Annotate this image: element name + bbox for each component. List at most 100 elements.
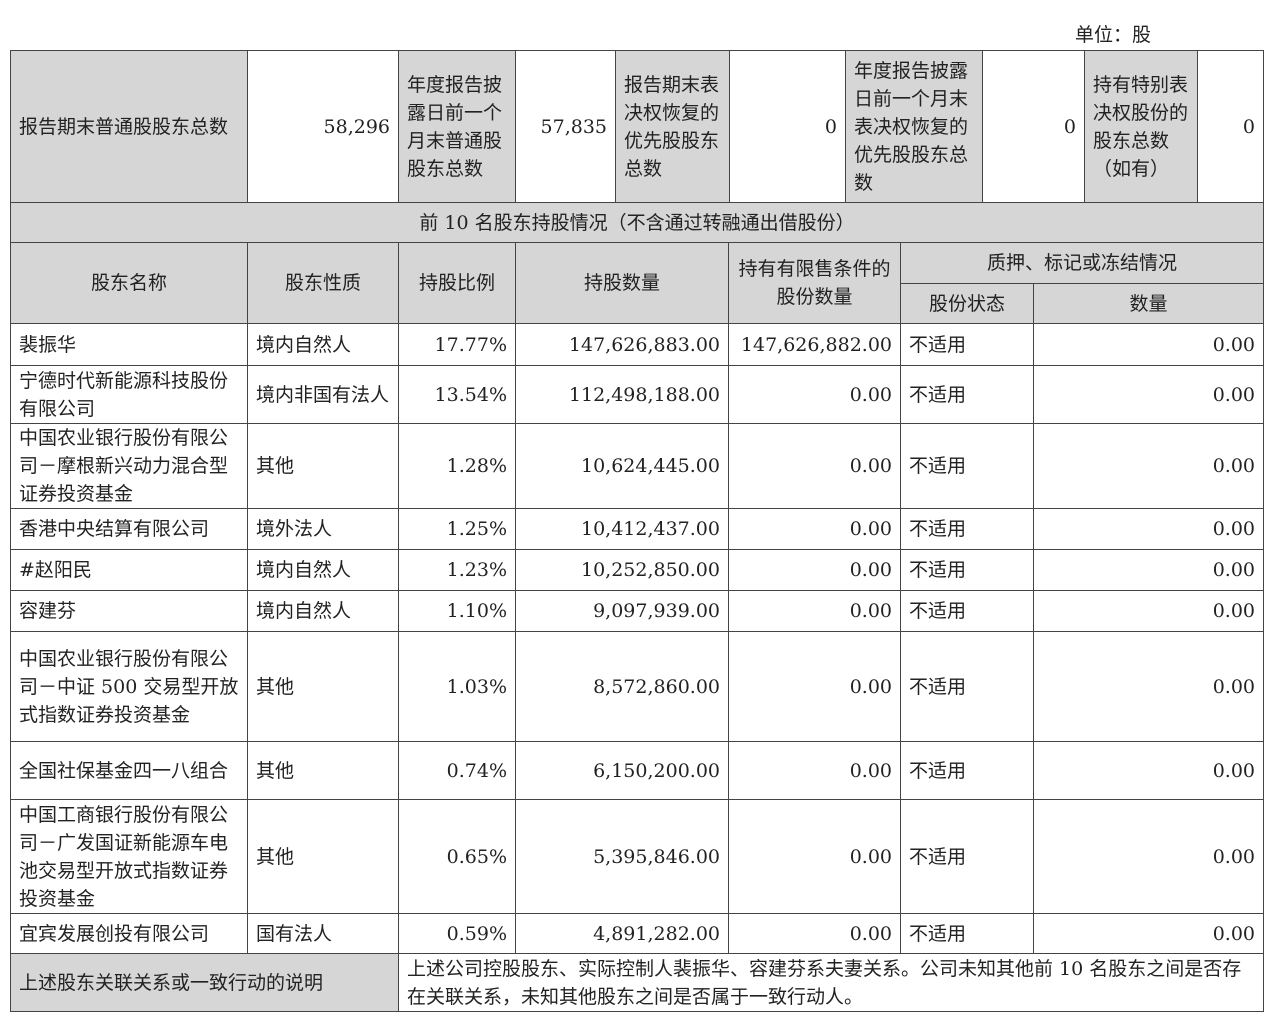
shareholder-nature: 其他 <box>247 799 399 914</box>
restricted-shares: 0.00 <box>728 631 901 742</box>
table-row: 中国农业银行股份有限公司－中证 500 交易型开放式指数证券投资基金 其他 1.03… <box>10 631 1264 742</box>
holding-ratio: 1.28% <box>398 423 516 509</box>
header-shares: 持股数量 <box>515 242 729 324</box>
shares-held: 4,891,282.00 <box>515 913 729 954</box>
pledge-quantity: 0.00 <box>1033 549 1264 591</box>
summary-label: 年度报告披露日前一个月末普通股股东总数 <box>398 50 516 203</box>
pledge-status: 不适用 <box>900 631 1034 742</box>
pledge-status: 不适用 <box>900 323 1034 366</box>
unit-label: 单位：股 <box>1075 24 1152 46</box>
restricted-shares: 0.00 <box>728 423 901 509</box>
note-label: 上述股东关联关系或一致行动的说明 <box>10 953 399 1012</box>
holding-ratio: 0.74% <box>398 741 516 800</box>
summary-label: 报告期末普通股股东总数 <box>10 50 248 203</box>
pledge-status: 不适用 <box>900 741 1034 800</box>
header-restricted: 持有有限售条件的股份数量 <box>728 242 901 324</box>
pledge-status: 不适用 <box>900 549 1034 591</box>
pledge-quantity: 0.00 <box>1033 913 1264 954</box>
restricted-shares: 147,626,882.00 <box>728 323 901 366</box>
shareholder-nature: 国有法人 <box>247 913 399 954</box>
summary-label: 年度报告披露日前一个月末表决权恢复的优先股股东总数 <box>845 50 983 203</box>
shareholder-name: #赵阳民 <box>10 549 248 591</box>
table-row: 宁德时代新能源科技股份有限公司 境内非国有法人 13.54% 112,498,188.… <box>10 365 1264 424</box>
pledge-status: 不适用 <box>900 913 1034 954</box>
shareholder-name: 中国农业银行股份有限公司－中证 500 交易型开放式指数证券投资基金 <box>10 631 248 742</box>
header-ratio: 持股比例 <box>398 242 516 324</box>
shares-held: 10,252,850.00 <box>515 549 729 591</box>
holding-ratio: 1.23% <box>398 549 516 591</box>
restricted-shares: 0.00 <box>728 799 901 914</box>
shareholder-nature: 其他 <box>247 631 399 742</box>
pledge-quantity: 0.00 <box>1033 631 1264 742</box>
shareholder-name: 中国工商银行股份有限公司－广发国证新能源车电池交易型开放式指数证券投资基金 <box>10 799 248 914</box>
restricted-shares: 0.00 <box>728 741 901 800</box>
summary-value: 0 <box>982 50 1085 203</box>
summary-value: 0 <box>1197 50 1264 203</box>
holding-ratio: 1.03% <box>398 631 516 742</box>
header-pledge-status: 股份状态 <box>900 283 1034 324</box>
top10-shareholders-table: 前 10 名股东持股情况（不含通过转融通出借股份） 股东名称 股东性质 持股比例… <box>10 202 1264 1012</box>
table-row: 容建芬 境内自然人 1.10% 9,097,939.00 0.00 不适用 0.00 <box>10 590 1264 632</box>
shareholder-nature: 境内自然人 <box>247 549 399 591</box>
pledge-quantity: 0.00 <box>1033 741 1264 800</box>
pledge-quantity: 0.00 <box>1033 423 1264 509</box>
holding-ratio: 0.65% <box>398 799 516 914</box>
shares-held: 8,572,860.00 <box>515 631 729 742</box>
pledge-quantity: 0.00 <box>1033 590 1264 632</box>
shareholder-name: 裴振华 <box>10 323 248 366</box>
pledge-quantity: 0.00 <box>1033 323 1264 366</box>
table-row: 中国农业银行股份有限公司－摩根新兴动力混合型证券投资基金 其他 1.28% 10,62… <box>10 423 1264 509</box>
shares-held: 147,626,883.00 <box>515 323 729 366</box>
shareholder-name: 香港中央结算有限公司 <box>10 508 248 550</box>
table-row: 中国工商银行股份有限公司－广发国证新能源车电池交易型开放式指数证券投资基金 其他 0… <box>10 799 1264 914</box>
summary-value: 0 <box>729 50 846 203</box>
summary-label: 持有特别表决权股份的股东总数（如有） <box>1084 50 1198 203</box>
pledge-status: 不适用 <box>900 799 1034 914</box>
shares-held: 10,412,437.00 <box>515 508 729 550</box>
shareholder-nature: 境内非国有法人 <box>247 365 399 424</box>
restricted-shares: 0.00 <box>728 913 901 954</box>
header-pledge-group: 质押、标记或冻结情况 <box>900 242 1264 284</box>
pledge-status: 不适用 <box>900 365 1034 424</box>
shareholder-nature: 境内自然人 <box>247 590 399 632</box>
shareholder-nature: 境外法人 <box>247 508 399 550</box>
shareholder-name: 中国农业银行股份有限公司－摩根新兴动力混合型证券投资基金 <box>10 423 248 509</box>
table-row: 全国社保基金四一八组合 其他 0.74% 6,150,200.00 0.00 不适用 0.0… <box>10 741 1264 800</box>
restricted-shares: 0.00 <box>728 549 901 591</box>
restricted-shares: 0.00 <box>728 365 901 424</box>
pledge-status: 不适用 <box>900 423 1034 509</box>
header-nature: 股东性质 <box>247 242 399 324</box>
header-name: 股东名称 <box>10 242 248 324</box>
restricted-shares: 0.00 <box>728 590 901 632</box>
pledge-quantity: 0.00 <box>1033 799 1264 914</box>
shareholder-name: 宁德时代新能源科技股份有限公司 <box>10 365 248 424</box>
restricted-shares: 0.00 <box>728 508 901 550</box>
shareholder-nature: 境内自然人 <box>247 323 399 366</box>
pledge-quantity: 0.00 <box>1033 365 1264 424</box>
holding-ratio: 1.10% <box>398 590 516 632</box>
pledge-status: 不适用 <box>900 590 1034 632</box>
shareholder-name: 全国社保基金四一八组合 <box>10 741 248 800</box>
shares-held: 9,097,939.00 <box>515 590 729 632</box>
table-row: 裴振华 境内自然人 17.77% 147,626,883.00 147,626,882.… <box>10 323 1264 366</box>
note-text: 上述公司控股股东、实际控制人裴振华、容建芬系夫妻关系。公司未知其他前 10 名股… <box>398 953 1264 1012</box>
shareholder-name: 宜宾发展创投有限公司 <box>10 913 248 954</box>
shareholder-summary-table: 报告期末普通股股东总数 58,296 年度报告披露日前一个月末普通股股东总数 5… <box>10 50 1264 203</box>
section-title: 前 10 名股东持股情况（不含通过转融通出借股份） <box>10 202 1264 243</box>
shares-held: 6,150,200.00 <box>515 741 729 800</box>
shares-held: 5,395,846.00 <box>515 799 729 914</box>
summary-label: 报告期末表决权恢复的优先股股东总数 <box>615 50 730 203</box>
shares-held: 10,624,445.00 <box>515 423 729 509</box>
summary-value: 58,296 <box>247 50 399 203</box>
holding-ratio: 17.77% <box>398 323 516 366</box>
holding-ratio: 0.59% <box>398 913 516 954</box>
table-row: #赵阳民 境内自然人 1.23% 10,252,850.00 0.00 不适用 0.00 <box>10 549 1264 591</box>
shares-held: 112,498,188.00 <box>515 365 729 424</box>
shareholder-nature: 其他 <box>247 423 399 509</box>
shareholder-name: 容建芬 <box>10 590 248 632</box>
holding-ratio: 1.25% <box>398 508 516 550</box>
table-row: 宜宾发展创投有限公司 国有法人 0.59% 4,891,282.00 0.00 不适用 0.… <box>10 913 1264 954</box>
pledge-quantity: 0.00 <box>1033 508 1264 550</box>
header-pledge-qty: 数量 <box>1033 283 1264 324</box>
shareholder-nature: 其他 <box>247 741 399 800</box>
